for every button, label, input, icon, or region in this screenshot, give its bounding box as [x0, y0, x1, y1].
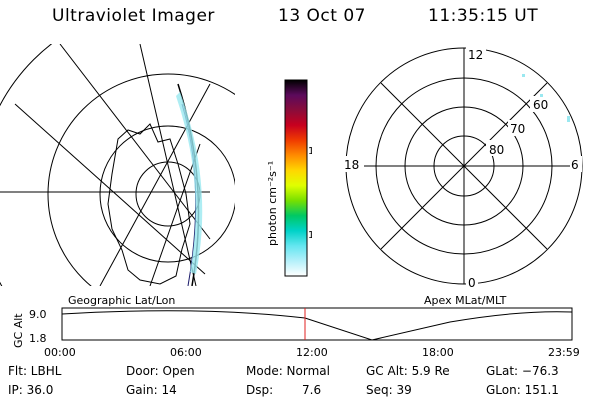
glat-status: GLat: −76.3: [486, 364, 559, 378]
altitude-xtick: 23:59: [548, 346, 580, 359]
colorbar-tick-10: 10: [308, 230, 312, 241]
meridian-line: [59, 44, 211, 240]
gain-status: Gain: 14: [126, 383, 177, 397]
colorbar-tick-100: 100: [308, 146, 312, 157]
door-status: Door: Open: [126, 364, 195, 378]
mlt-label-6: 6: [571, 158, 579, 172]
date-label: 13 Oct 07: [278, 6, 366, 26]
mlt-label-0: 0: [468, 276, 476, 289]
gc-alt-status: GC Alt: 5.9 Re: [366, 364, 450, 378]
coastline: [107, 123, 191, 285]
mode-status: Mode: Normal: [246, 364, 330, 378]
meridian-line: [99, 83, 211, 286]
colorbar-unit-label: photon cm⁻²s⁻¹: [266, 161, 279, 246]
seq-status: Seq: 39: [366, 383, 412, 397]
altitude-ylabel: GC Alt: [12, 313, 25, 348]
mlt-diagonal: [380, 82, 548, 250]
altitude-xtick: 18:00: [422, 346, 454, 359]
dsp-label: Dsp:: [246, 383, 274, 397]
geographic-map: [0, 44, 235, 286]
colorbar: 100 10 photon cm⁻²s⁻¹: [266, 79, 312, 277]
geographic-map-label: Geographic Lat/Lon: [68, 294, 176, 307]
altitude-plot: GC Alt 9.0 1.8 00:00 06:00 12:00 18:00 2…: [12, 307, 580, 359]
meridian-line: [149, 143, 201, 286]
ip-status: IP: 36.0: [8, 383, 54, 397]
magnetic-map-label: Apex MLat/MLT: [424, 294, 507, 307]
altitude-ytick-high: 9.0: [29, 308, 47, 321]
altitude-curve: [61, 310, 573, 341]
mlt-label-12: 12: [468, 48, 483, 62]
altitude-xtick: 00:00: [44, 346, 76, 359]
mlat-label-70: 70: [510, 122, 525, 136]
instrument-title: Ultraviolet Imager: [52, 6, 215, 26]
meridian-line: [139, 44, 197, 286]
glon-status: GLon: 151.1: [486, 383, 559, 397]
mlt-label-18: 18: [344, 158, 359, 172]
aurora-speck: [522, 74, 525, 77]
altitude-plot-frame: [61, 307, 573, 341]
time-label: 11:35:15 UT: [428, 6, 539, 26]
colorbar-scale: [284, 79, 308, 277]
altitude-xtick: 06:00: [170, 346, 202, 359]
aurora-speck: [567, 116, 570, 122]
aurora-speck: [540, 94, 543, 97]
aurora-emission: [176, 92, 203, 274]
mlat-label-60: 60: [533, 98, 548, 112]
altitude-xtick: 12:00: [296, 346, 328, 359]
lat-circle: [47, 73, 235, 286]
dsp-value: 7.6: [302, 383, 322, 397]
magnetic-polar-map: 12 18 6 0 60 70 80: [342, 46, 583, 289]
lat-circle: [99, 125, 235, 263]
mlat-label-80: 80: [489, 143, 504, 157]
altitude-ytick-low: 1.8: [29, 332, 47, 345]
filter-status: Flt: LBHL: [8, 364, 62, 378]
